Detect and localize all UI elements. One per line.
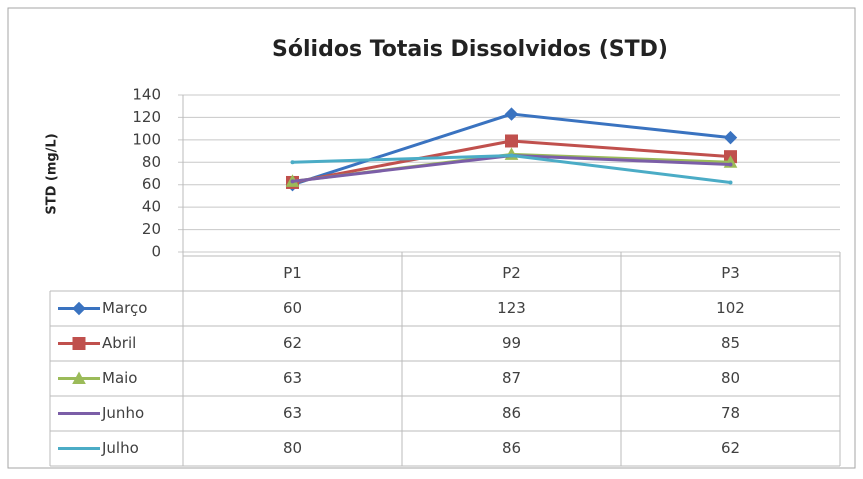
table-value: 62 [283, 334, 302, 352]
marker [72, 337, 86, 350]
table-value: 102 [716, 299, 745, 317]
y-tick-label: 20 [142, 220, 161, 238]
table-value: 85 [721, 334, 740, 352]
x-tick-label: P3 [721, 264, 740, 282]
marker [505, 134, 518, 148]
x-tick-label: P1 [283, 264, 302, 282]
y-tick-label: 40 [142, 198, 161, 216]
marker [290, 160, 295, 165]
y-tick-label: 80 [142, 153, 161, 171]
y-tick-label: 140 [132, 86, 161, 104]
y-tick-label: 100 [132, 130, 161, 148]
legend-label: Março [102, 299, 147, 317]
y-tick-label: 60 [142, 175, 161, 193]
legend-label: Julho [101, 439, 139, 457]
legend-label: Maio [102, 369, 137, 387]
table-value: 62 [721, 439, 740, 457]
marker [728, 162, 733, 167]
table-value: 123 [497, 299, 526, 317]
table-value: 86 [502, 404, 521, 422]
chart-title: Sólidos Totais Dissolvidos (STD) [272, 37, 668, 62]
legend-label: Junho [101, 404, 144, 422]
marker [504, 107, 519, 121]
table-value: 99 [502, 334, 521, 352]
chart-border [7, 7, 856, 469]
legend-label: Abril [102, 334, 136, 352]
x-tick-label: P2 [502, 264, 521, 282]
table-value: 78 [721, 404, 740, 422]
table-value: 86 [502, 439, 521, 457]
table-value: 87 [502, 369, 521, 387]
y-axis-label: STD (mg/L) [45, 133, 60, 214]
y-tick-label: 120 [132, 108, 161, 126]
table-value: 63 [283, 369, 302, 387]
marker [72, 301, 86, 316]
table-value: 63 [283, 404, 302, 422]
marker [509, 153, 514, 158]
y-tick-label: 0 [151, 243, 161, 261]
table-value: 80 [283, 439, 302, 457]
marker [723, 130, 738, 145]
table-value: 60 [283, 299, 302, 317]
marker [728, 180, 733, 185]
marker [290, 179, 295, 184]
marker [72, 371, 86, 384]
table-value: 80 [721, 369, 740, 387]
